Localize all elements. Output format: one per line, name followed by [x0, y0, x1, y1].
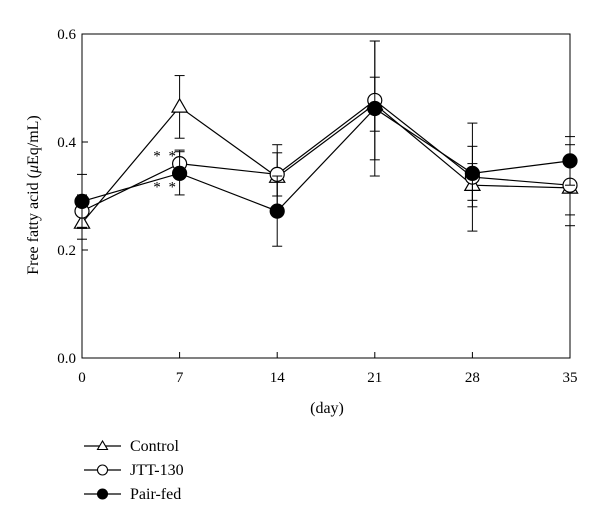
- series-layer: [73, 40, 579, 247]
- series-line: [81, 103, 571, 224]
- series-pair-fed: [74, 40, 578, 247]
- legend-label: Control: [130, 438, 179, 455]
- plot-border: [81, 33, 571, 359]
- x-tick-label: 21: [367, 370, 382, 386]
- legend-item: Pair-fed: [84, 486, 181, 503]
- y-tick-label: 0.6: [57, 27, 76, 43]
- legend-label: JTT-130: [130, 462, 184, 479]
- data-point: [74, 193, 90, 209]
- data-point: [464, 165, 480, 181]
- x-tick-label: 14: [270, 370, 286, 386]
- legend-label: Pair-fed: [130, 486, 181, 503]
- data-point: [172, 165, 188, 181]
- y-tick-label: 0.2: [57, 243, 76, 259]
- y-tick-label: 0.0: [57, 351, 76, 367]
- y-tick-label: 0.4: [57, 135, 76, 151]
- x-tick-label: 7: [176, 370, 184, 386]
- x-tick-label: 28: [465, 370, 480, 386]
- significance-annotation: * *: [153, 149, 178, 165]
- legend: Control JTT-130 Pair-fed: [84, 438, 184, 503]
- series-jtt-130: [74, 40, 578, 232]
- series-control: [73, 75, 579, 240]
- x-axis-label: (day): [310, 400, 344, 417]
- data-point: [269, 203, 285, 219]
- data-point: [562, 153, 578, 169]
- series-line: [81, 99, 571, 212]
- annotation-layer: * * * *: [153, 149, 178, 196]
- x-tick-label: 35: [563, 370, 578, 386]
- legend-item: Control: [84, 438, 179, 455]
- x-tick-label: 0: [78, 370, 86, 386]
- x-axis: 0 7 14 21 28 35: [78, 352, 578, 386]
- plot-frame: [81, 33, 571, 359]
- legend-item: JTT-130: [84, 462, 184, 479]
- legend-marker: [96, 464, 109, 476]
- series-line: [81, 107, 571, 212]
- data-point: [170, 97, 189, 113]
- y-axis: 0.0 0.2 0.4 0.6: [57, 27, 88, 367]
- y-axis-label: Free fatty acid (μEq/mL): [25, 115, 42, 275]
- legend-marker: [96, 488, 109, 500]
- significance-annotation: * *: [153, 179, 178, 195]
- legend-marker: [96, 439, 109, 451]
- data-point: [367, 100, 383, 117]
